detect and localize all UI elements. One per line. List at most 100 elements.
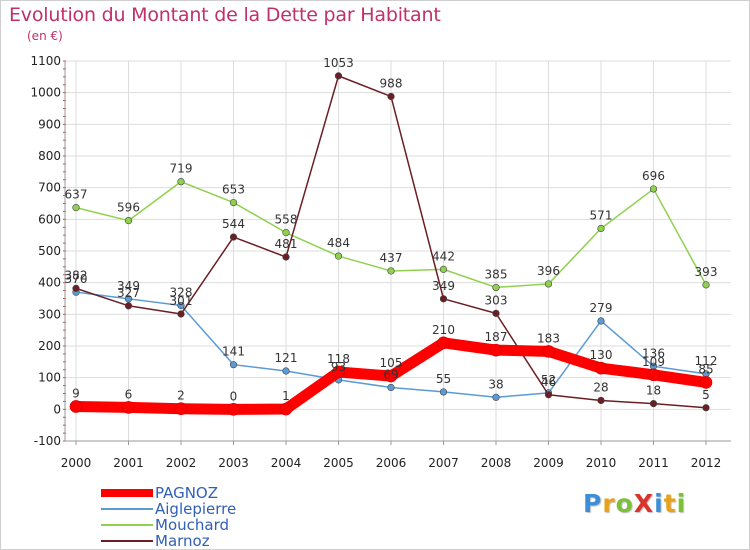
legend-item-pagnoz: PAGNOZ [101, 485, 236, 501]
data-point-marnoz [492, 309, 500, 317]
data-label-mouchard: 396 [537, 264, 560, 278]
data-point-pagnoz [174, 402, 188, 416]
y-tick-label: 400 [38, 276, 61, 290]
legend-label-aiglepierre: Aiglepierre [155, 500, 237, 518]
legend-label-mouchard: Mouchard [155, 516, 229, 534]
legend-swatch-pagnoz [101, 489, 153, 497]
data-label-mouchard: 484 [327, 236, 350, 250]
y-tick-label: 300 [38, 307, 61, 321]
data-point-marnoz [649, 400, 658, 408]
x-tick-label: 2000 [61, 456, 92, 470]
proxiti-logo: ProXiti [583, 489, 687, 518]
x-tick-label: 2010 [586, 456, 617, 470]
data-point-mouchard [72, 204, 80, 212]
data-point-aiglepierre [229, 361, 238, 369]
data-label-pagnoz: 6 [125, 387, 133, 401]
data-point-mouchard [282, 229, 290, 237]
x-tick-label: 2011 [638, 456, 669, 470]
data-point-pagnoz [699, 376, 713, 389]
data-point-aiglepierre [124, 295, 133, 303]
legend-label-pagnoz: PAGNOZ [155, 484, 219, 502]
data-label-marnoz: 301 [170, 294, 193, 308]
data-label-aiglepierre: 328 [170, 285, 193, 299]
x-tick-label: 2003 [218, 456, 249, 470]
data-point-mouchard [229, 198, 238, 207]
data-label-mouchard: 653 [222, 183, 245, 197]
data-point-mouchard [492, 283, 500, 292]
data-point-aiglepierre [597, 317, 605, 325]
legend-label-marnoz: Marnoz [155, 532, 210, 550]
data-point-marnoz [702, 404, 710, 412]
data-point-pagnoz [542, 345, 555, 358]
x-tick-label: 2004 [271, 456, 302, 470]
data-point-pagnoz [279, 402, 293, 416]
data-label-pagnoz: 183 [537, 331, 560, 345]
x-tick-label: 2009 [533, 456, 564, 470]
data-label-marnoz: 544 [222, 217, 245, 231]
data-label-mouchard: 437 [380, 251, 403, 265]
data-label-pagnoz: 210 [432, 323, 455, 337]
data-label-aiglepierre: 121 [275, 351, 298, 365]
data-label-marnoz: 382 [65, 268, 88, 282]
data-label-marnoz: 481 [275, 237, 298, 251]
data-label-pagnoz: 105 [380, 356, 403, 370]
data-point-pagnoz [69, 400, 83, 413]
data-label-aiglepierre: 370 [65, 272, 88, 286]
data-point-mouchard [124, 217, 133, 225]
data-label-pagnoz: 9 [72, 386, 80, 400]
data-point-marnoz [124, 302, 133, 310]
data-label-marnoz: 28 [593, 380, 608, 394]
chart-title: Evolution du Montant de la Dette par Hab… [9, 4, 441, 26]
data-label-pagnoz: 187 [485, 330, 508, 344]
data-point-aiglepierre [387, 383, 395, 392]
legend-item-marnoz: Marnoz [101, 533, 236, 549]
y-tick-label: 800 [38, 149, 61, 163]
y-tick-label: 1000 [30, 86, 61, 100]
data-label-marnoz: 46 [541, 375, 556, 389]
data-label-aiglepierre: 136 [642, 346, 665, 360]
data-point-mouchard [544, 280, 553, 288]
legend-item-aiglepierre: Aiglepierre [101, 501, 236, 517]
data-point-pagnoz [227, 403, 240, 416]
y-tick-label: 1100 [30, 54, 61, 68]
data-point-marnoz [72, 284, 80, 292]
data-point-marnoz [177, 310, 185, 318]
data-point-pagnoz [122, 401, 135, 414]
data-point-mouchard [439, 265, 448, 273]
x-tick-label: 2006 [376, 456, 407, 470]
data-label-pagnoz: 0 [230, 389, 238, 403]
data-point-aiglepierre [492, 393, 500, 401]
data-point-marnoz [334, 72, 343, 80]
data-point-marnoz [282, 253, 290, 261]
data-point-mouchard [387, 267, 395, 275]
data-point-marnoz [387, 92, 395, 101]
data-label-aiglepierre: 93 [331, 360, 346, 374]
data-point-pagnoz [384, 369, 398, 383]
data-label-marnoz: 18 [646, 384, 661, 398]
data-label-aiglepierre: 141 [222, 345, 245, 359]
data-point-pagnoz [437, 336, 450, 350]
data-label-mouchard: 393 [695, 265, 718, 279]
data-point-marnoz [229, 233, 238, 241]
data-point-pagnoz [489, 343, 503, 357]
data-label-marnoz: 1053 [323, 56, 354, 70]
chart-subtitle: (en €) [27, 29, 63, 43]
data-label-pagnoz: 130 [590, 348, 613, 362]
y-tick-label: 700 [38, 181, 61, 195]
data-label-marnoz: 349 [432, 279, 455, 293]
data-label-aiglepierre: 112 [695, 354, 718, 368]
data-point-pagnoz [332, 365, 345, 379]
data-label-aiglepierre: 279 [590, 301, 613, 315]
data-label-pagnoz: 1 [282, 389, 290, 403]
data-label-marnoz: 5 [702, 388, 710, 402]
data-label-marnoz: 327 [117, 286, 140, 300]
y-tick-label: 500 [38, 244, 61, 258]
legend-swatch-mouchard [101, 524, 153, 526]
legend: PAGNOZ Aiglepierre Mouchard Marnoz [101, 485, 236, 549]
y-tick-label: 900 [38, 117, 61, 131]
data-label-marnoz: 303 [485, 293, 508, 307]
data-point-mouchard [597, 224, 605, 233]
data-label-aiglepierre: 349 [117, 279, 140, 293]
